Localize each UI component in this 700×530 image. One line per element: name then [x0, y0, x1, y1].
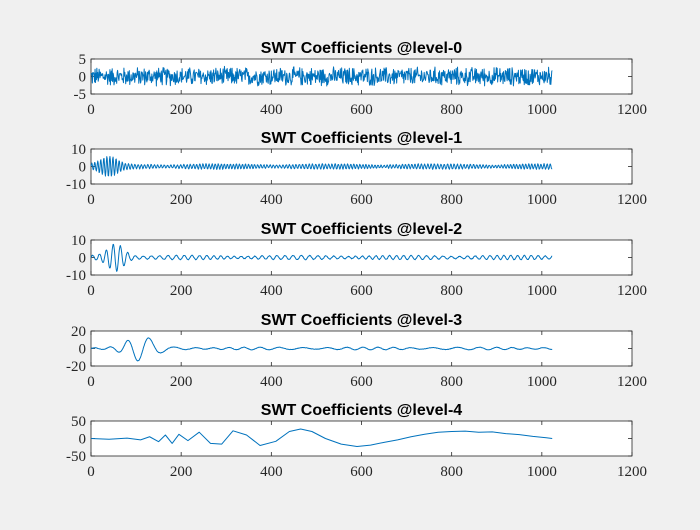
y-tick-label: 0	[79, 70, 87, 86]
y-tick-label: -20	[66, 359, 86, 375]
y-tick-label: 0	[79, 251, 87, 267]
series-line	[90, 337, 553, 362]
subplot-4: SWT Coefficients @level-4 0 200 400 600 800 10…	[66, 402, 647, 480]
y-tick-label: -10	[66, 177, 86, 193]
axes-box	[90, 239, 633, 276]
x-tick-label: 1200	[617, 464, 647, 480]
x-tick-label: 600	[350, 102, 373, 118]
y-tick-label: 0	[79, 160, 87, 176]
x-tick-label: 0	[87, 102, 95, 118]
subplot-1: SWT Coefficients @level-1 0 200 400 600 800 10…	[66, 130, 647, 208]
series-line	[90, 65, 553, 87]
x-tick-label: 200	[170, 192, 193, 208]
x-tick-label: 800	[440, 464, 463, 480]
x-tick-label: 800	[440, 192, 463, 208]
x-tick-label: 1000	[527, 102, 557, 118]
x-tick-label: 1000	[527, 283, 557, 299]
y-tick-label: 0	[79, 342, 87, 358]
y-tick-label: 10	[71, 142, 86, 158]
x-tick-label: 0	[87, 374, 95, 390]
y-tick-label: 50	[71, 414, 86, 430]
x-tick-label: 800	[440, 374, 463, 390]
x-tick-label: 600	[350, 283, 373, 299]
subplot-title: SWT Coefficients @level-1	[261, 130, 463, 147]
x-tick-label: 1200	[617, 192, 647, 208]
y-tick-label: 5	[79, 52, 87, 68]
x-tick-label: 400	[260, 283, 283, 299]
y-tick-label: 10	[71, 233, 86, 249]
subplot-title: SWT Coefficients @level-0	[261, 40, 463, 57]
x-tick-label: 1200	[617, 283, 647, 299]
x-tick-label: 400	[260, 464, 283, 480]
x-tick-label: 400	[260, 102, 283, 118]
series-line	[90, 243, 553, 272]
x-tick-label: 200	[170, 374, 193, 390]
x-tick-label: 200	[170, 102, 193, 118]
x-tick-label: 400	[260, 192, 283, 208]
subplot-0: SWT Coefficients @level-0 0 200 400 600 800 10…	[74, 40, 648, 118]
x-tick-label: 0	[87, 283, 95, 299]
axes-box	[90, 330, 633, 367]
x-tick-label: 1000	[527, 464, 557, 480]
y-tick-label: 20	[71, 324, 86, 340]
x-tick-label: 800	[440, 283, 463, 299]
subplot-2: SWT Coefficients @level-2 0 200 400 600 800 10…	[66, 221, 647, 299]
x-tick-label: 400	[260, 374, 283, 390]
subplot-3: SWT Coefficients @level-30 200 400 600 800 10…	[66, 312, 647, 390]
x-tick-label: 200	[170, 283, 193, 299]
y-tick-label: 0	[79, 432, 87, 448]
y-tick-label: -10	[66, 268, 86, 284]
x-tick-label: 600	[350, 374, 373, 390]
y-tick-label: -50	[66, 449, 86, 465]
x-tick-label: 1200	[617, 102, 647, 118]
x-tick-label: 0	[87, 192, 95, 208]
subplot-title: SWT Coefficients @level-3	[261, 312, 463, 329]
series-line	[90, 428, 553, 448]
series-line	[90, 155, 553, 177]
x-tick-label: 0	[87, 464, 95, 480]
x-tick-label: 1000	[527, 374, 557, 390]
x-tick-label: 1200	[617, 374, 647, 390]
subplot-title: SWT Coefficients @level-4	[261, 402, 463, 419]
x-tick-label: 1000	[527, 192, 557, 208]
x-tick-label: 200	[170, 464, 193, 480]
x-tick-label: 800	[440, 102, 463, 118]
x-tick-label: 600	[350, 192, 373, 208]
y-tick-label: -5	[74, 87, 87, 103]
x-tick-label: 600	[350, 464, 373, 480]
subplot-title: SWT Coefficients @level-2	[261, 221, 463, 238]
